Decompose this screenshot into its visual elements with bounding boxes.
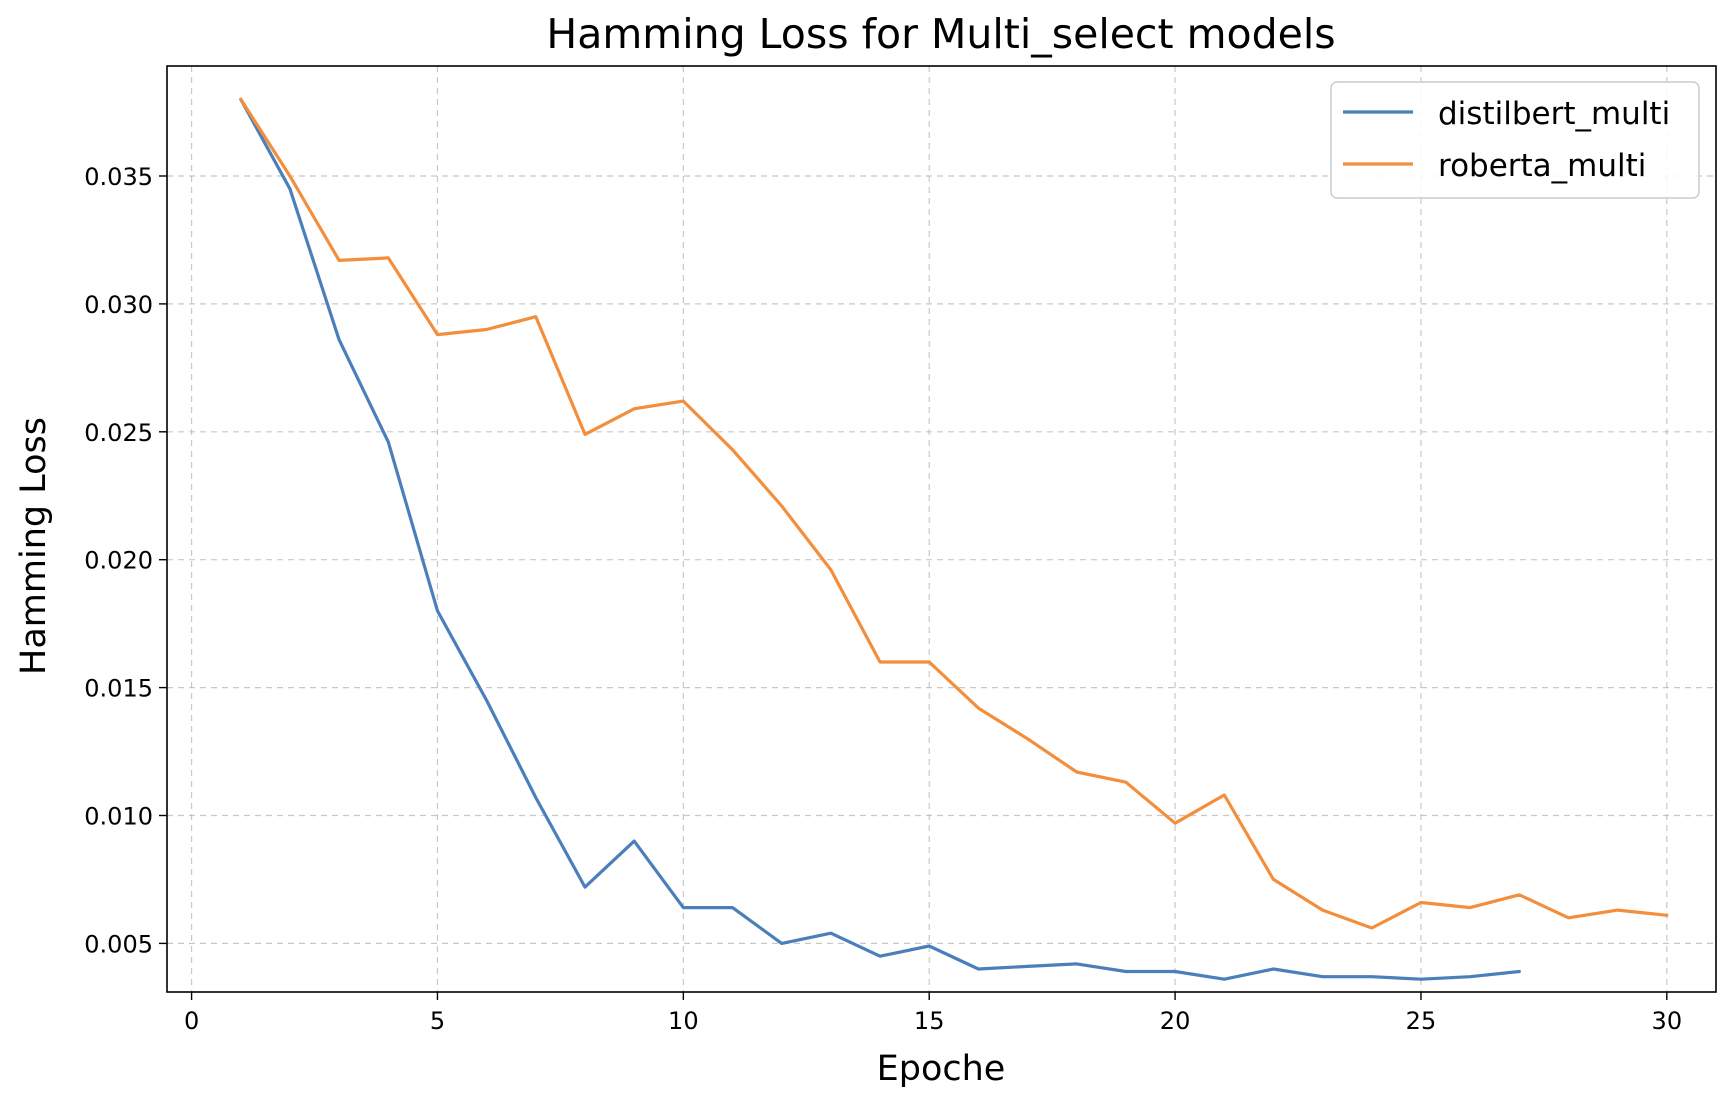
axis-ticks: 0 5 10 15 20 25 30 0.005 0.010 0.015 0.020 0.025 0.0… — [84, 163, 1682, 1035]
x-tick-label: 20 — [1160, 1007, 1191, 1035]
legend: distilbert_multi roberta_multi — [1330, 81, 1700, 199]
grid — [167, 66, 1716, 992]
series-line-roberta-multi — [239, 97, 1669, 930]
y-tick-label: 0.015 — [84, 675, 153, 703]
legend-box — [1330, 81, 1700, 199]
x-axis-label: Epoche — [877, 1049, 1006, 1089]
x-tick-label: 0 — [184, 1007, 199, 1035]
x-tick-label: 15 — [914, 1007, 945, 1035]
y-tick-label: 0.035 — [84, 163, 153, 191]
x-tick-label: 10 — [668, 1007, 699, 1035]
y-axis-label: Hamming Loss — [14, 417, 54, 675]
chart-title: Hamming Loss for Multi_select models — [546, 10, 1335, 58]
legend-label-distilbert: distilbert_multi — [1438, 96, 1670, 132]
legend-label-roberta: roberta_multi — [1438, 148, 1646, 184]
y-tick-label: 0.005 — [84, 930, 153, 958]
series-group — [239, 97, 1669, 981]
series-line-distilbert-multi — [239, 97, 1521, 981]
x-tick-label: 25 — [1406, 1007, 1437, 1035]
y-tick-label: 0.030 — [84, 291, 153, 319]
plot-frame — [166, 65, 1717, 993]
x-tick-label: 30 — [1652, 1007, 1683, 1035]
y-tick-label: 0.025 — [84, 419, 153, 447]
y-tick-label: 0.020 — [84, 547, 153, 575]
y-tick-label: 0.010 — [84, 802, 153, 830]
x-tick-label: 5 — [430, 1007, 445, 1035]
